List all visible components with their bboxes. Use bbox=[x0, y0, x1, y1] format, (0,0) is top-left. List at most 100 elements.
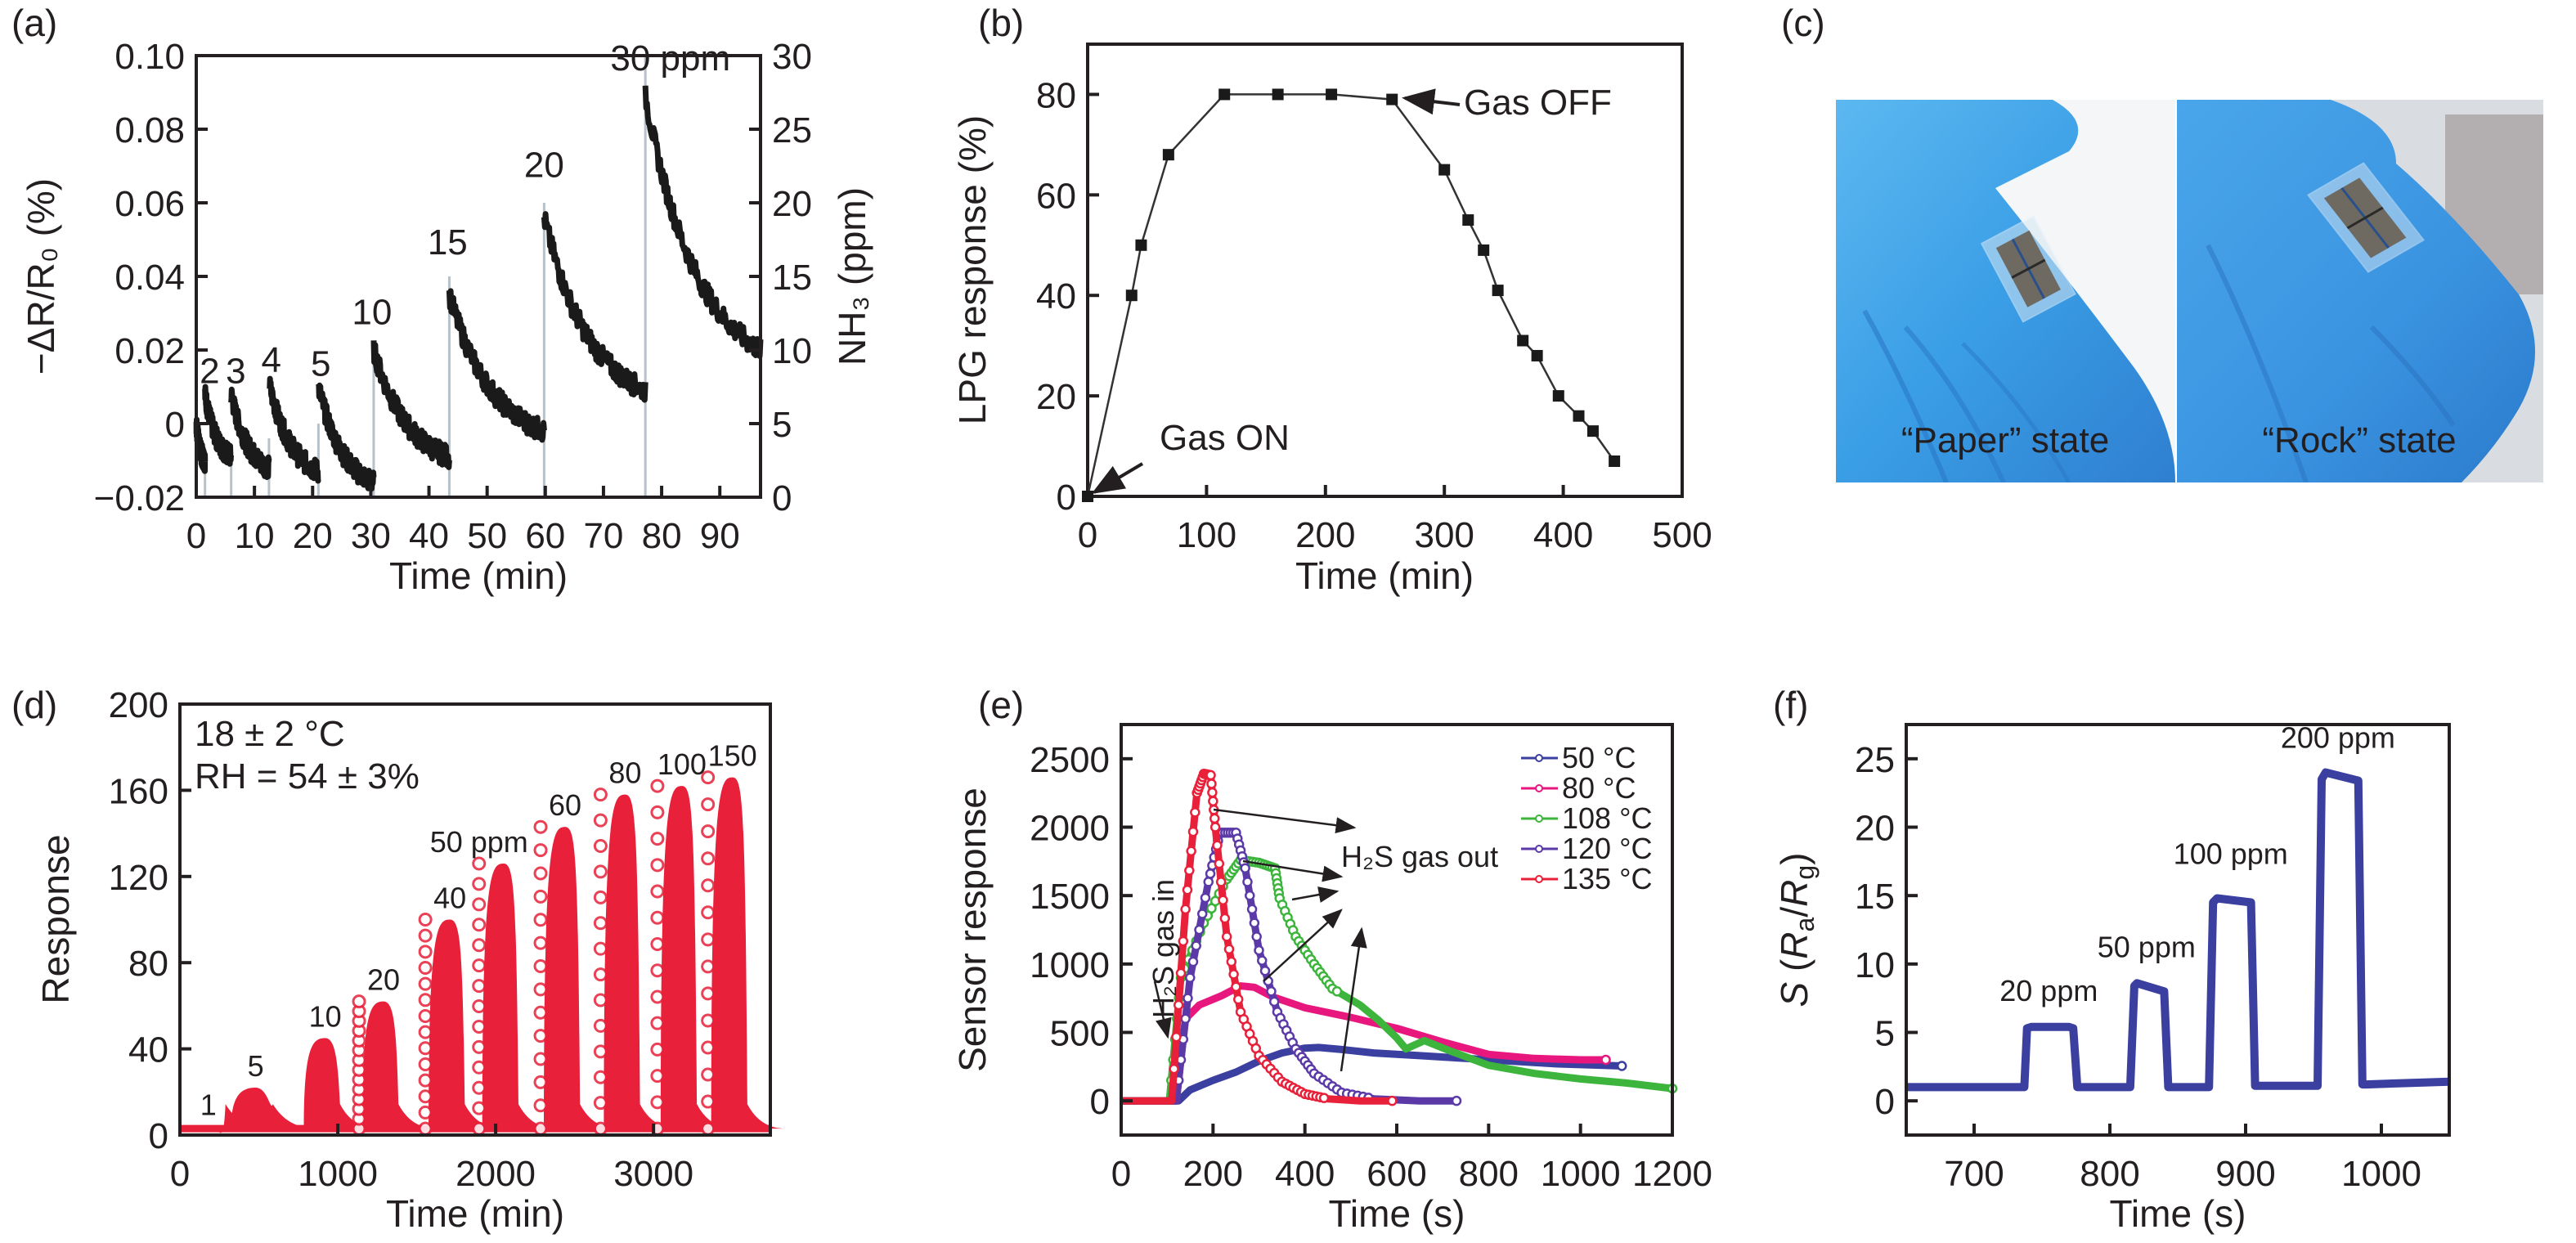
concentration-label: 1 bbox=[200, 1088, 217, 1121]
series-marker bbox=[1194, 924, 1205, 936]
lpg-data-point bbox=[1218, 88, 1231, 101]
panel-a-xlabel: Time (min) bbox=[389, 554, 568, 597]
series-marker bbox=[1187, 826, 1199, 837]
response-marker bbox=[472, 1019, 487, 1034]
panel-label-f: (f) bbox=[1773, 684, 1808, 726]
x-tick-label: 0 bbox=[1111, 1154, 1131, 1194]
y-tick-label: 0 bbox=[1090, 1082, 1110, 1122]
x-tick-label: 70 bbox=[583, 516, 623, 556]
concentration-label: 60 bbox=[549, 788, 581, 822]
y2-tick-label: 15 bbox=[772, 258, 812, 298]
panel-d-xlabel: Time (min) bbox=[386, 1192, 564, 1235]
panel-label-a: (a) bbox=[11, 2, 57, 44]
y-tick-label: 160 bbox=[109, 771, 168, 811]
concentration-label: 200 ppm bbox=[2281, 720, 2395, 754]
series-marker bbox=[1180, 1013, 1191, 1025]
response-marker bbox=[418, 1057, 433, 1071]
response-marker bbox=[533, 866, 548, 881]
concentration-label: 4 bbox=[262, 340, 281, 380]
y2-tick-label: 30 bbox=[772, 37, 812, 77]
concentration-label: 5 bbox=[311, 344, 330, 384]
legend-marker bbox=[1535, 845, 1543, 853]
response-marker bbox=[593, 1121, 608, 1136]
response-marker bbox=[533, 819, 548, 834]
response-marker bbox=[650, 832, 665, 846]
arrow-gas-off-icon bbox=[1402, 88, 1461, 115]
series-marker bbox=[1231, 981, 1241, 992]
fist-crease-2 bbox=[2369, 325, 2456, 427]
response-marker bbox=[418, 928, 433, 943]
series-marker bbox=[1182, 884, 1193, 895]
response-marker bbox=[472, 1101, 487, 1115]
sensor-device-icon-left bbox=[1980, 214, 2076, 323]
y-tick-label: 500 bbox=[1050, 1014, 1110, 1054]
series-marker bbox=[1242, 877, 1253, 887]
y-tick-label: 5 bbox=[1875, 1014, 1895, 1054]
annotation-arrow-icon bbox=[1263, 909, 1343, 982]
sensor-device-icon-right bbox=[2307, 162, 2425, 273]
annotation-arrow-icon bbox=[1153, 980, 1172, 1039]
finger-crease-1 bbox=[1862, 309, 1949, 482]
response-marker bbox=[650, 884, 665, 899]
response-marker bbox=[418, 1025, 433, 1039]
fist-crease-1 bbox=[2206, 244, 2309, 482]
x-tick-label: 500 bbox=[1652, 515, 1712, 555]
y2-tick-label: 0 bbox=[772, 478, 792, 518]
response-curve-segment bbox=[541, 211, 648, 403]
series-marker bbox=[1218, 895, 1228, 905]
concentration-label: 15 bbox=[428, 222, 468, 263]
series-marker bbox=[1212, 840, 1223, 851]
response-marker bbox=[533, 1075, 548, 1089]
caption-rock-state: “Rock” state bbox=[2262, 420, 2456, 460]
panel-f-axes: 700 800 900 1000 0 5 10 15 20 25 bbox=[1855, 740, 2421, 1194]
y-tick-label: 1500 bbox=[1030, 877, 1110, 917]
response-marker bbox=[593, 839, 608, 854]
y-tick-label: 20 bbox=[1855, 809, 1895, 849]
series-marker bbox=[1254, 945, 1264, 956]
series-marker bbox=[1266, 986, 1277, 997]
panel-label-e: (e) bbox=[978, 684, 1024, 726]
x-tick-label: 60 bbox=[525, 516, 565, 556]
series-marker bbox=[1246, 904, 1258, 915]
series-marker bbox=[1205, 770, 1216, 781]
panel-b-ylabel: LPG response (%) bbox=[951, 115, 994, 424]
y-tick-label: 0 bbox=[1875, 1082, 1895, 1122]
y-tick-label: 1000 bbox=[1030, 945, 1110, 985]
legend-marker bbox=[1535, 814, 1543, 823]
series-marker bbox=[1215, 877, 1227, 887]
response-marker bbox=[533, 1029, 548, 1043]
y-tick-label: 0.06 bbox=[114, 184, 185, 224]
lpg-data-point bbox=[1135, 239, 1147, 251]
response-marker bbox=[650, 805, 665, 819]
response-marker bbox=[533, 913, 548, 927]
response-peak bbox=[231, 1088, 317, 1129]
x-tick-label: 1000 bbox=[1541, 1154, 1621, 1194]
photo-rock-state: “Rock” state bbox=[2177, 100, 2543, 482]
response-marker bbox=[650, 936, 665, 951]
y-tick-label: 40 bbox=[1036, 276, 1076, 316]
concentration-label: 100 ppm bbox=[2174, 837, 2288, 871]
x-tick-label: 200 bbox=[1295, 515, 1355, 555]
response-marker bbox=[472, 1039, 487, 1054]
x-tick-label: 20 bbox=[293, 516, 333, 556]
series-marker bbox=[1223, 944, 1235, 954]
panel-a-plot-area: 2 3 4 5 10 15 20 30 ppm bbox=[193, 38, 764, 497]
series-end-marker bbox=[1616, 1061, 1627, 1071]
response-marker bbox=[593, 1096, 608, 1111]
concentration-label: 5 bbox=[248, 1049, 264, 1083]
panel-d-plot-area: 15 10 20 40 50 ppm 60 80 100 150 bbox=[182, 739, 786, 1136]
series-line bbox=[1121, 1043, 1622, 1105]
response-marker bbox=[472, 999, 487, 1014]
response-marker bbox=[650, 1042, 665, 1057]
x-tick-label: 800 bbox=[1459, 1154, 1519, 1194]
y-tick-label: 0.08 bbox=[114, 110, 185, 150]
response-marker bbox=[533, 1098, 548, 1113]
x-tick-label: 1000 bbox=[2341, 1154, 2421, 1194]
series-marker bbox=[1171, 1031, 1182, 1043]
lpg-data-point bbox=[1609, 455, 1621, 467]
response-marker bbox=[418, 960, 433, 975]
x-tick-label: 2000 bbox=[456, 1154, 536, 1194]
concentration-label: 150 bbox=[708, 739, 757, 773]
